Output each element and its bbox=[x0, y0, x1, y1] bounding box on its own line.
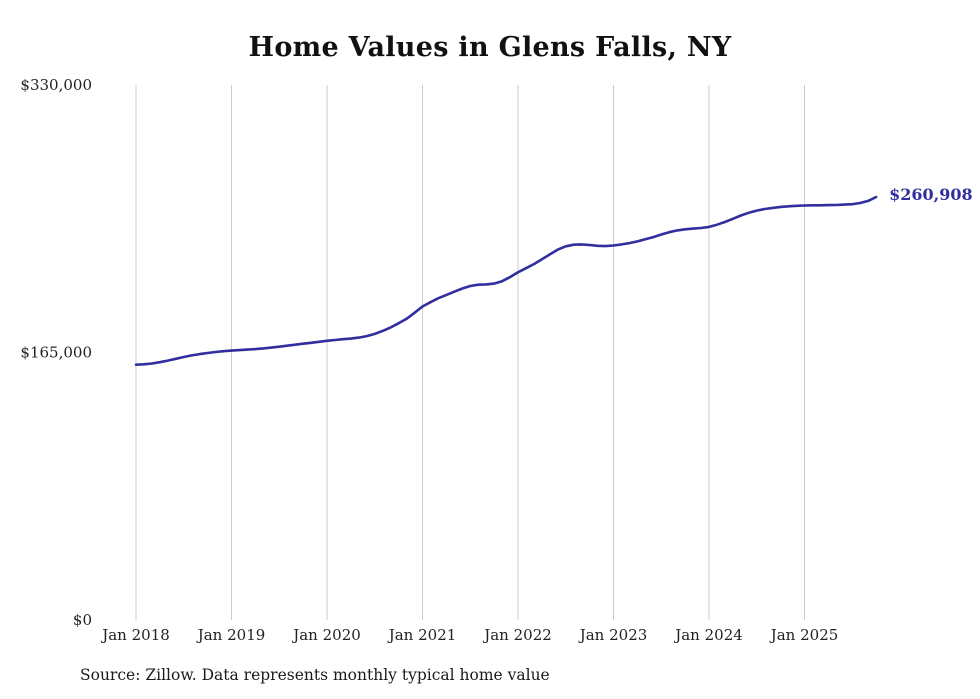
y-tick-label: $330,000 bbox=[20, 76, 92, 94]
end-value-label: $260,908 bbox=[889, 185, 973, 204]
x-tick-label: Jan 2021 bbox=[387, 626, 457, 644]
x-tick-label: Jan 2025 bbox=[769, 626, 839, 644]
x-tick-label: Jan 2024 bbox=[673, 626, 743, 644]
y-tick-label: $165,000 bbox=[20, 344, 92, 362]
x-tick-label: Jan 2023 bbox=[578, 626, 648, 644]
x-tick-label: Jan 2020 bbox=[291, 626, 361, 644]
source-note: Source: Zillow. Data represents monthly … bbox=[80, 666, 550, 684]
x-tick-label: Jan 2018 bbox=[100, 626, 170, 644]
x-tick-label: Jan 2019 bbox=[196, 626, 266, 644]
value-line bbox=[134, 195, 878, 366]
x-tick-label: Jan 2022 bbox=[482, 626, 552, 644]
chart-title: Home Values in Glens Falls, NY bbox=[248, 32, 732, 63]
y-tick-label: $0 bbox=[73, 611, 92, 629]
